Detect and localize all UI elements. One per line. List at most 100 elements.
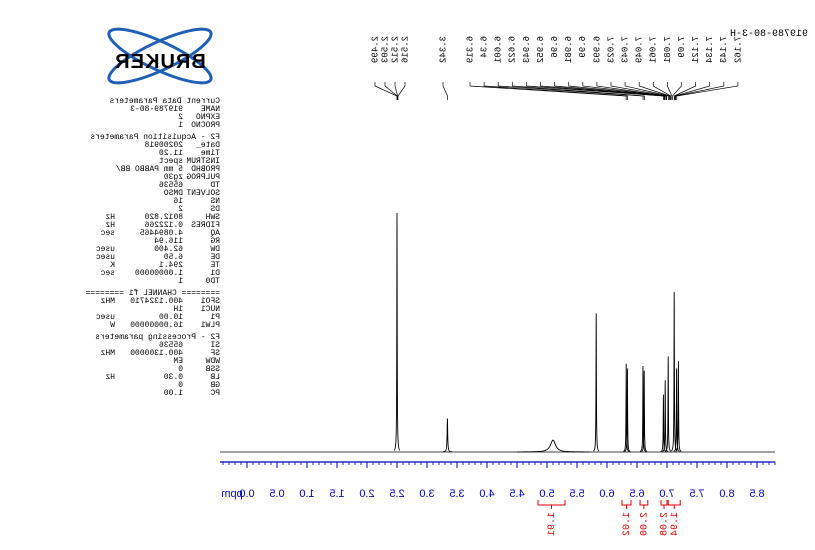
peak-label: 6.622 (508, 36, 518, 63)
parameter-value: 1.00 (164, 389, 183, 398)
peak (393, 212, 401, 451)
peak (665, 356, 672, 452)
parameter-name: TD0 (205, 277, 220, 286)
parameter-unit: K (110, 261, 115, 270)
parameter-value: 294.1 (159, 261, 183, 270)
parameter-unit: MHz (100, 349, 115, 358)
parameter-name: SFO1 (201, 297, 220, 306)
parameter-name: RG (210, 237, 220, 246)
peak-label-line (374, 82, 398, 100)
parameter-name: WDW (205, 357, 220, 366)
parameter-name: TE (210, 261, 220, 270)
peak-label-line (442, 82, 448, 100)
peak (662, 380, 669, 452)
x-tick-label: 1.0 (299, 488, 314, 500)
integral-bracket (660, 500, 668, 509)
x-tick-label: 4.5 (509, 488, 524, 500)
x-tick-label: 0.5 (269, 488, 284, 500)
parameter-value: 65536 (159, 341, 183, 350)
peak-label: 2.503 (380, 36, 390, 63)
peak-label: 7.162 (733, 36, 743, 63)
peak-label-line (638, 82, 671, 100)
parameter-name: Date_ (196, 141, 220, 150)
peak-label: 2.516 (400, 36, 410, 63)
integral-bracket (667, 500, 681, 509)
integral-label: 1.02 (622, 512, 633, 536)
parameter-section-title: Current Data Parameters (109, 97, 220, 106)
parameter-unit: sec (100, 229, 115, 238)
parameter-unit: Hz (105, 221, 115, 230)
peak-label-line (672, 82, 682, 100)
x-tick-label: 8.0 (719, 488, 734, 500)
x-tick-label: 3.5 (449, 488, 464, 500)
parameter-name: DW (210, 245, 220, 254)
parameter-value: 1 (178, 277, 183, 286)
parameter-name: NAME (201, 105, 220, 114)
x-axis-label: ppm (221, 488, 242, 500)
integral-label: 1.94 (670, 512, 681, 536)
parameter-unit: usec (96, 313, 115, 322)
peak (639, 365, 647, 452)
parameter-unit: W (110, 321, 115, 330)
peak-label: 6.993 (592, 36, 602, 63)
integral-label: 2.08 (660, 512, 671, 536)
peak-label-line (673, 82, 696, 100)
parameter-name: TD (210, 181, 220, 190)
peak-label-line (511, 82, 645, 100)
sample-title: 919789-80-3-H (730, 29, 808, 40)
parameter-value: 8012.820 (144, 213, 183, 222)
integral-label: 1.91 (547, 512, 558, 536)
parameter-value: 0 (178, 381, 183, 390)
peak-label: 6.99 (578, 36, 588, 58)
peak-label: 2.512 (390, 36, 400, 63)
parameter-value: 2 (178, 113, 183, 122)
logo: BRUKER (107, 27, 213, 85)
peak (516, 439, 590, 453)
x-tick-label: 2.0 (359, 488, 374, 500)
x-tick-label: 5.5 (569, 488, 584, 500)
peak (623, 363, 630, 452)
parameter-value: 62.400 (154, 245, 183, 254)
parameter-name: INSTRUM (186, 157, 220, 166)
logo-text: BRUKER (114, 51, 206, 73)
peak-label-line (483, 82, 628, 100)
peak (673, 368, 680, 452)
peak-label: 6.96 (550, 36, 560, 58)
parameter-value: 2 (178, 205, 183, 214)
peak-label-line (596, 82, 667, 100)
parameter-value: 400.1324710 (130, 297, 183, 306)
parameter-value: 65536 (159, 181, 183, 190)
parameter-value: EM (173, 357, 183, 366)
parameter-value: 0.122266 (144, 221, 183, 230)
peak-label: 6.981 (564, 36, 574, 63)
integral-bracket (639, 500, 649, 509)
peak-label-line (554, 82, 665, 100)
parameter-value: 20200918 (144, 141, 183, 150)
peak-label: 7.134 (705, 36, 715, 63)
parameter-value: zg30 (164, 173, 183, 182)
parameter-unit: usec (96, 245, 115, 254)
mirrored-page: 919789-80-3-H BRUKER Current Data Parame… (85, 27, 808, 536)
x-tick-label: 3.0 (419, 488, 434, 500)
parameter-value: 11.20 (159, 149, 183, 158)
parameter-value: 10.00 (159, 313, 183, 322)
peak-label-line (667, 82, 673, 100)
x-tick-label: 4.0 (479, 488, 494, 500)
parameter-name: GB (210, 381, 220, 390)
parameter-name: SF (210, 349, 220, 358)
parameter-name: PROCNO (191, 121, 220, 130)
logo-orbit (107, 27, 213, 85)
peak-label: 7.081 (663, 36, 673, 63)
peak-label: 6.943 (522, 36, 532, 63)
peak-label-line (610, 82, 669, 100)
x-tick-label: 0.0 (239, 488, 254, 500)
peak (641, 370, 648, 452)
parameter-name: EXPNO (196, 113, 220, 122)
parameter-value: 16 (173, 197, 183, 206)
parameter-name: P1 (210, 313, 220, 322)
peak-label-line (497, 82, 644, 100)
x-tick-label: 2.5 (389, 488, 404, 500)
parameter-name: SWH (205, 213, 220, 222)
peak (593, 313, 600, 452)
peak-label-line (652, 82, 672, 100)
